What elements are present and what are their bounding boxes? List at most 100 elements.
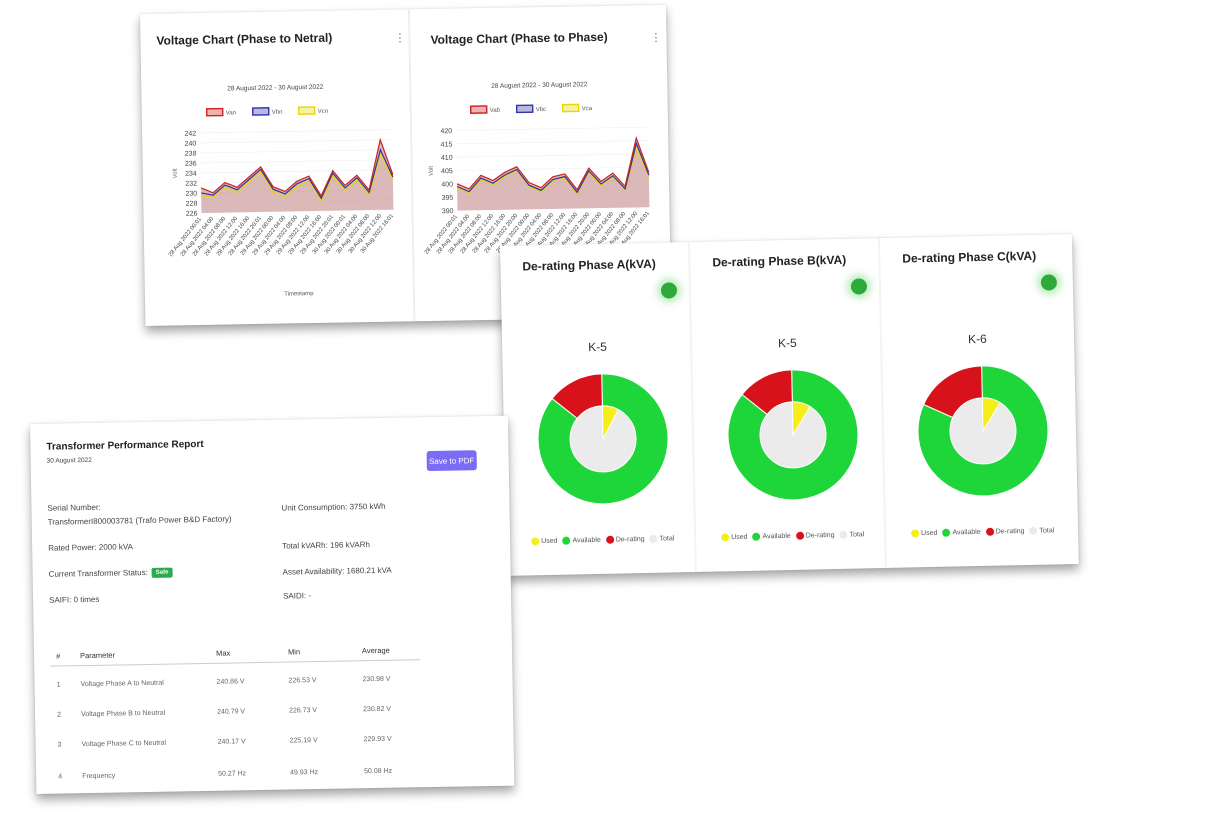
legend-derating-label: De-rating [995,527,1025,536]
legend-total-swatch[interactable] [839,530,848,539]
voltage-pn-legend-swatch-vbn[interactable] [251,107,270,116]
voltage-pp-ytick: 420 [440,128,452,135]
donut-slice-used[interactable] [791,401,811,437]
table-row-2-parameter: Voltage Phase B to Neutral [81,709,166,719]
voltage-pp-legend-swatch-vab[interactable] [469,105,488,114]
legend-used-swatch[interactable] [911,529,920,538]
table-row-3-average: 229.93 V [363,735,392,744]
table-row-1-average: 230.98 V [362,675,391,684]
voltage-pp-legend-label-vbc: Vbc [536,107,546,113]
voltage-pn-gridline [200,139,393,144]
legend-derating-label: De-rating [805,531,835,540]
voltage-pp-legend-swatch-vbc[interactable] [515,104,534,114]
derating-legend: Used Available De-rating Total [716,530,864,542]
voltage-pn-ytick: 234 [185,171,197,178]
legend-total-swatch[interactable] [649,534,658,543]
voltage-pn-gridline [200,159,393,164]
unit-consumption: Unit Consumption: 3750 kWh [281,501,386,513]
legend-derating-swatch[interactable] [795,531,804,540]
derating-donut-chart [917,365,1049,497]
voltage-pn-ytick: 228 [186,201,198,208]
voltage-pp-menu-icon[interactable]: ⋮ [650,31,662,45]
voltage-pn-ytick: 238 [185,151,197,158]
parameter-table: # Parameter Max Min Average 1 Voltage Ph… [50,639,423,794]
legend-available-swatch[interactable] [562,536,571,545]
status-indicator-dot [1040,274,1058,291]
donut-slice-used[interactable] [601,405,620,440]
voltage-pn-ytick: 236 [185,161,197,168]
k-factor-label: K-5 [777,335,797,351]
voltage-pn-chart: 28 August 2022 - 30 August 2022 Van Vbn Vcn… [168,84,395,298]
report-title: Transformer Performance Report [46,438,204,453]
derating-panel-a: De-rating Phase A(kVA) K-5 Used Available De… [500,242,697,576]
voltage-pn-xlabel: Timestamp [284,291,314,298]
voltage-pn-legend-label-vcn: Vcn [318,109,328,115]
legend-derating-swatch[interactable] [605,535,614,544]
report-date: 30 August 2022 [46,456,92,465]
legend-total-swatch[interactable] [1029,526,1038,535]
legend-used-label: Used [731,533,748,542]
voltage-pn-title: Voltage Chart (Phase to Netral) [156,30,333,48]
voltage-pn-gridline [200,129,393,134]
voltage-pp-area-vab [457,138,650,211]
derating-donut-chart [727,369,859,501]
asset-availability: Asset Availability: 1680.21 kVA [282,565,392,577]
derating-title-a: De-rating Phase A(kVA) [522,256,656,274]
donut-slice-used[interactable] [981,397,1001,433]
voltage-pp-ylabel: Volt [429,166,435,176]
legend-available-label: Available [762,532,791,541]
voltage-pp-series-line-vbc [456,141,650,194]
serial-number-label: Serial Number: [47,502,101,513]
derating-title-c: De-rating Phase C(kVA) [902,248,1037,266]
voltage-pp-ytick: 405 [441,168,453,175]
derating-panel-b: De-rating Phase B(kVA) K-5 Used Available De… [689,238,887,572]
voltage-pp-gridline [456,140,649,145]
total-kvarh: Total kVARh: 196 kVARh [282,540,370,551]
table-row-2-min: 226.73 V [288,707,318,715]
voltage-pp-legend-swatch-vca[interactable] [561,103,580,113]
voltage-pp-gridline [456,126,649,131]
table-row-3-max: 240.17 V [217,738,246,746]
derating-title-b: De-rating Phase B(kVA) [712,252,847,270]
table-row-2-max: 240.79 V [216,708,246,716]
voltage-pp-ytick: 395 [442,195,454,202]
voltage-pn-gridline [200,169,393,174]
voltage-pp-gridline [456,166,649,171]
voltage-pp-legend-label-vab: Vab [490,108,501,114]
derating-panel-c: De-rating Phase C(kVA) K-6 Used Available De… [880,234,1075,568]
transformer-status: Current Transformer Status: Safe [49,567,173,580]
table-header-average: Average [361,645,390,656]
status-indicator-dot [660,282,678,299]
table-header-index: # [55,651,61,661]
voltage-pn-legend-swatch-vcn[interactable] [297,106,316,115]
rated-power: Rated Power: 2000 kVA [48,542,134,553]
derating-donut-chart [537,373,669,505]
table-row-4-index: 4 [58,773,63,781]
voltage-pn-area-van [201,139,394,213]
legend-used-swatch[interactable] [721,533,730,542]
legend-used-swatch[interactable] [531,537,540,546]
table-row-4-average: 50.08 Hz [364,767,393,776]
voltage-pp-title: Voltage Chart (Phase to Phase) [430,29,608,47]
legend-available-swatch[interactable] [942,528,951,537]
legend-available-swatch[interactable] [752,532,761,541]
voltage-pn-ytick: 242 [184,131,196,138]
table-row-1-min: 226.53 V [288,677,317,685]
voltage-pn-panel: Voltage Chart (Phase to Netral) ⋮ 28 Aug… [140,9,416,326]
voltage-pn-menu-icon[interactable]: ⋮ [394,32,406,45]
table-row-2-index: 2 [57,711,62,719]
legend-total-label: Total [659,535,675,543]
saidi: SAIDI: - [282,591,312,601]
table-row-1-index: 1 [56,681,61,689]
voltage-pp-ytick: 400 [441,181,453,188]
table-row-2-average: 230.82 V [362,705,392,714]
voltage-pn-series-line-vbn [201,148,394,200]
derating-legend: Used Available De-rating Total [906,526,1054,538]
save-to-pdf-button[interactable]: Save to PDF [426,450,477,472]
status-indicator-dot [850,278,868,295]
legend-derating-swatch[interactable] [985,527,994,536]
k-factor-label: K-5 [587,339,607,355]
voltage-pn-legend-swatch-van[interactable] [205,107,224,117]
voltage-pn-legend-label-vbn: Vbn [272,110,283,116]
voltage-pn-ytick: 240 [185,141,197,148]
